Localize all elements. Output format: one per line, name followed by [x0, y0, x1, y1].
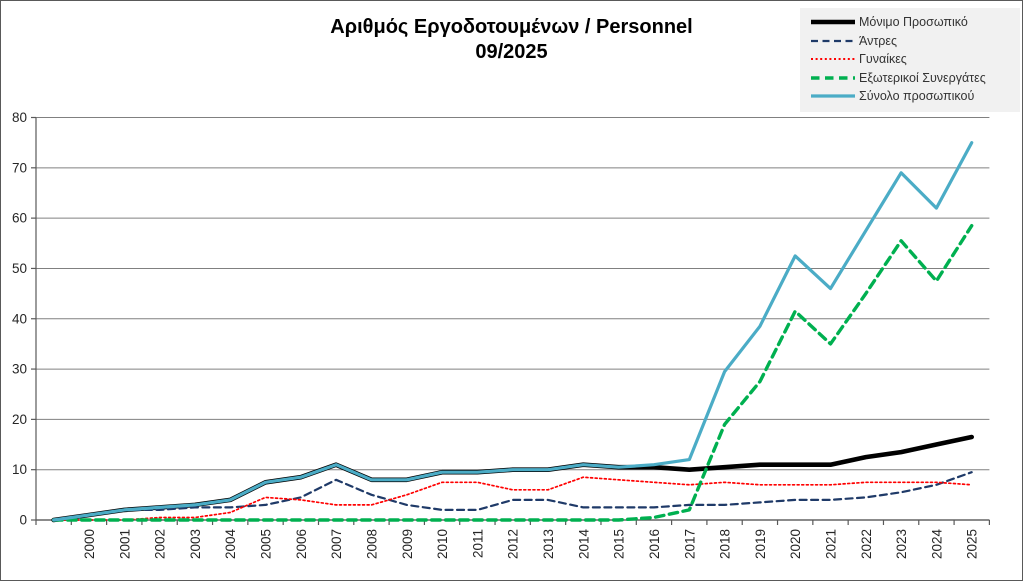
y-tick-label: 80: [12, 110, 27, 125]
legend-label: Εξωτερικοί Συνεργάτες: [859, 70, 986, 85]
x-tick-label: 2017: [682, 529, 697, 559]
legend-item: Εξωτερικοί Συνεργάτες: [810, 69, 1012, 88]
y-tick-label: 70: [12, 160, 27, 175]
legend-item: Μόνιμο Προσωπικό: [810, 13, 1012, 32]
series-line: [52, 471, 973, 522]
x-tick-label: 2012: [506, 529, 521, 559]
series-line: [52, 141, 974, 522]
legend-item: Σύνολο προσωπικού: [810, 87, 1012, 106]
x-tick-label: 2015: [612, 529, 627, 559]
y-tick-label: 60: [12, 211, 27, 226]
x-tick-label: 2001: [117, 529, 132, 559]
y-tick-label: 30: [12, 362, 27, 377]
legend-label: Γυναίκες: [859, 52, 907, 67]
y-tick-label: 50: [12, 261, 27, 276]
y-tick-label: 0: [19, 513, 27, 528]
x-tick-label: 2021: [824, 529, 839, 559]
x-tick-label: 2009: [400, 529, 415, 559]
series-line: [52, 223, 974, 522]
legend-line-sample: [811, 94, 855, 98]
x-tick-label: 2023: [894, 529, 909, 559]
x-tick-label: 2010: [435, 529, 450, 559]
y-tick-label: 40: [12, 311, 27, 326]
y-tick-label: 10: [12, 462, 27, 477]
legend-line-sample: [811, 39, 855, 42]
legend-item: Γυναίκες: [810, 50, 1012, 69]
x-tick-label: 2006: [294, 529, 309, 559]
x-tick-label: 2025: [965, 529, 980, 559]
x-tick-label: 2000: [82, 529, 97, 559]
x-tick-label: 2018: [718, 529, 733, 559]
x-tick-label: 2002: [153, 529, 168, 559]
x-tick-label: 2003: [188, 529, 203, 559]
x-tick-label: 2019: [753, 529, 768, 559]
legend-label: Μόνιμο Προσωπικό: [859, 15, 968, 30]
x-tick-label: 2022: [859, 529, 874, 559]
x-tick-label: 2024: [929, 529, 944, 560]
x-tick-label: 2016: [647, 529, 662, 559]
legend-label: Σύνολο προσωπικού: [859, 89, 975, 104]
y-tick-label: 20: [12, 412, 27, 427]
legend-label: Άντρες: [859, 33, 898, 48]
series-line: [52, 476, 973, 521]
legend: Μόνιμο Προσωπικό Άντρες Γυναίκες Εξωτερικοί…: [800, 8, 1020, 112]
x-tick-label: 2007: [329, 529, 344, 559]
x-tick-label: 2011: [470, 529, 485, 558]
legend-item: Άντρες: [810, 32, 1012, 51]
x-tick-label: 2005: [259, 529, 274, 559]
x-tick-label: 2014: [576, 529, 591, 560]
x-tick-label: 2013: [541, 529, 556, 559]
legend-line-sample: [811, 58, 855, 61]
x-tick-label: 2020: [788, 529, 803, 559]
x-tick-label: 2004: [223, 529, 238, 560]
legend-line-sample: [811, 19, 855, 25]
legend-line-sample: [811, 76, 855, 80]
x-tick-label: 2008: [364, 529, 379, 559]
